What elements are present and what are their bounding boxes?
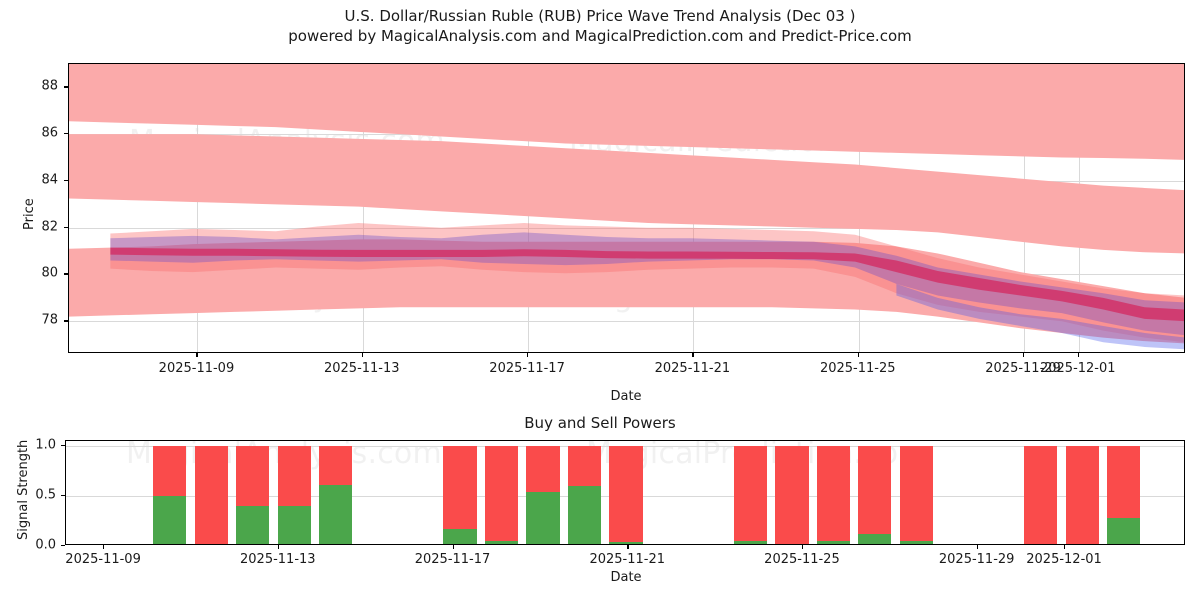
x-tick-mark — [103, 545, 105, 549]
y-tick-label: 82 — [41, 219, 58, 235]
x-tick-label: 2025-11-13 — [323, 361, 400, 376]
buy-sell-chart: MagicalAnalysis.comMagicalPrediction.com — [65, 440, 1185, 545]
x-tick-label: 2025-11-09 — [158, 361, 235, 376]
x-tick-label: 2025-11-13 — [240, 552, 316, 567]
buy-power-bar — [319, 485, 353, 544]
x-tick-label: 2025-11-21 — [654, 361, 731, 376]
x-tick-label: 2025-11-29 — [938, 552, 1015, 567]
sell-power-bar — [1107, 446, 1141, 518]
x-tick-label: 2025-11-25 — [819, 361, 896, 376]
x-tick-mark — [1023, 353, 1025, 357]
buy-power-bar — [1107, 518, 1141, 544]
y-tick-mark — [64, 320, 68, 322]
wave-band-wave-core-crimson — [110, 247, 1184, 322]
y-tick-label: 0.5 — [35, 487, 56, 503]
buy-power-bar — [899, 541, 933, 544]
date-axis-label-bottom: Date — [610, 570, 642, 585]
x-tick-label: 2025-11-29 — [985, 361, 1061, 376]
wave-band-group — [69, 64, 1184, 350]
x-tick-label: 2025-11-09 — [65, 552, 141, 567]
x-tick-mark — [277, 545, 280, 549]
gridline-horizontal — [69, 321, 1184, 323]
sell-power-bar — [1024, 446, 1058, 544]
y-tick-label: 80 — [41, 265, 58, 281]
sell-power-bar — [567, 446, 602, 486]
y-tick-label: 0.0 — [35, 537, 56, 553]
sell-power-bar — [319, 446, 353, 485]
x-tick-label: 2025-11-21 — [589, 552, 666, 567]
y-tick-label: 1.0 — [35, 437, 56, 453]
y-tick-label: 86 — [41, 125, 58, 141]
buy-power-bar — [609, 542, 643, 544]
sell-power-bar — [443, 446, 477, 529]
sell-power-bar — [775, 446, 809, 544]
x-tick-mark — [857, 353, 860, 357]
gridline-horizontal — [69, 227, 1184, 229]
buy-sell-title: Buy and Sell Powers — [524, 414, 676, 432]
x-tick-mark — [452, 545, 454, 549]
buy-power-bar — [277, 506, 311, 544]
buy-power-bar — [153, 496, 187, 544]
buy-power-bar — [816, 541, 850, 544]
sell-power-bar — [484, 446, 519, 541]
x-tick-mark — [692, 353, 694, 357]
gridline-vertical — [197, 64, 199, 352]
x-tick-label: 2025-11-17 — [414, 552, 491, 567]
y-tick-mark — [64, 86, 68, 88]
buy-power-bar — [858, 534, 892, 544]
sell-power-bar — [1065, 446, 1099, 544]
buy-power-bar — [443, 529, 477, 544]
x-tick-mark — [801, 545, 804, 549]
y-tick-mark — [61, 545, 65, 547]
y-tick-label: 78 — [41, 312, 58, 328]
wave-band-wave-mid-purple — [110, 232, 1184, 336]
title-primary: U.S. Dollar/Russian Ruble (RUB) Price Wa… — [344, 7, 856, 25]
buy-power-bar — [236, 506, 270, 544]
y-tick-label: 88 — [41, 78, 58, 94]
x-tick-label: 2025-12-01 — [1026, 552, 1102, 567]
x-tick-mark — [976, 545, 978, 549]
sell-power-bar — [858, 446, 892, 534]
y-tick-mark — [64, 226, 68, 228]
x-tick-label: 2025-12-01 — [1039, 361, 1116, 376]
x-tick-mark — [1064, 545, 1066, 549]
sell-power-bar — [526, 446, 560, 492]
y-tick-mark — [64, 273, 68, 275]
x-tick-mark — [627, 545, 629, 549]
buy-power-bar — [567, 486, 602, 544]
title-secondary: powered by MagicalAnalysis.com and Magic… — [288, 27, 912, 45]
x-tick-label: 2025-11-25 — [764, 552, 840, 567]
sell-power-bar — [899, 446, 933, 541]
sell-power-bar — [194, 446, 228, 544]
sell-power-bar — [733, 446, 768, 541]
buy-power-bar — [733, 541, 768, 544]
sell-power-bar — [153, 446, 187, 496]
buy-power-bar — [484, 541, 519, 544]
y-tick-mark — [64, 179, 68, 182]
x-tick-label: 2025-11-17 — [489, 361, 565, 376]
sell-power-bar — [236, 446, 270, 506]
x-tick-mark — [527, 353, 529, 357]
y-tick-mark — [64, 133, 68, 135]
wave-band-upper-resistance-band — [69, 134, 1184, 254]
wave-band-wave-lower-blue — [896, 283, 1184, 350]
y-tick-mark — [61, 495, 65, 497]
x-tick-mark — [1077, 353, 1080, 357]
x-tick-mark — [196, 353, 198, 357]
price-wave-chart: MagicalAnalysis.comMagicalPrediction.com… — [68, 63, 1185, 353]
gridline-vertical — [362, 64, 364, 352]
page-title: U.S. Dollar/Russian Ruble (RUB) Price Wa… — [0, 6, 1200, 46]
x-tick-mark — [361, 353, 364, 357]
date-axis-label-top: Date — [610, 389, 642, 404]
buy-power-bar — [526, 492, 560, 544]
wave-band-outer-resistance-band — [69, 64, 1184, 160]
sell-power-bar — [277, 446, 311, 506]
sell-power-bar — [609, 446, 643, 542]
y-tick-mark — [61, 445, 65, 447]
sell-power-bar — [816, 446, 850, 541]
y-tick-label: 84 — [41, 172, 58, 188]
